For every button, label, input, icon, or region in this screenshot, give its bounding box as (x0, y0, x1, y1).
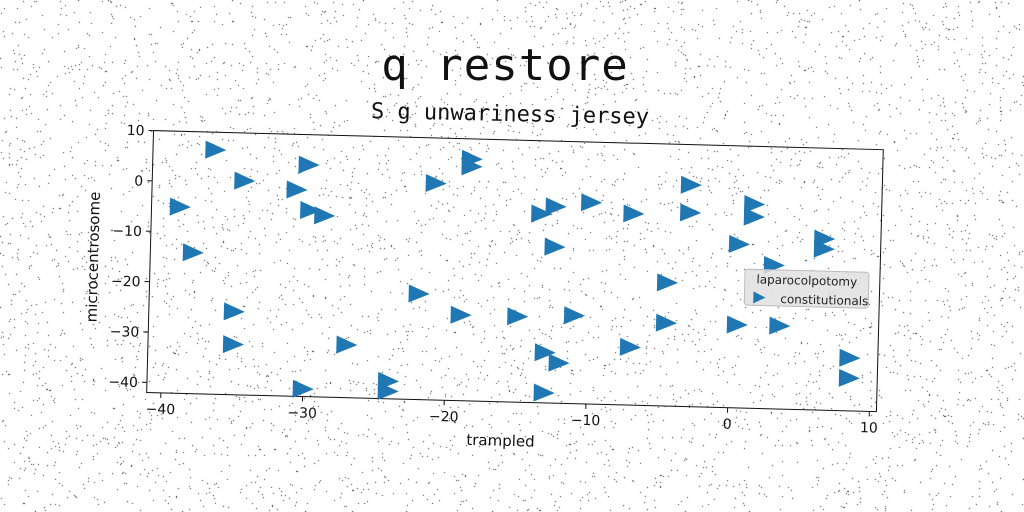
data-point-marker (292, 379, 314, 398)
y-tick-label: −40 (108, 374, 138, 391)
data-point-marker (314, 206, 336, 225)
data-point-marker (286, 180, 308, 199)
data-point-marker (838, 368, 860, 387)
data-point-marker (743, 207, 765, 226)
y-axis-label: microcentrosome (82, 191, 103, 322)
x-tick-label: 10 (860, 420, 878, 436)
data-point-marker (743, 195, 766, 213)
x-axis-label: trampled (466, 431, 535, 451)
data-point-marker (619, 337, 641, 356)
x-tick-label: −20 (429, 409, 459, 426)
legend: laparocolpotomy constitutionals (743, 268, 870, 309)
data-point-marker (534, 343, 556, 362)
data-point-marker (533, 383, 555, 402)
legend-entry-constitutionals: constitutionals (780, 292, 868, 308)
data-point-marker (656, 273, 679, 292)
data-point-marker (545, 197, 567, 216)
x-tick-label: 0 (723, 417, 732, 433)
y-tick-label: −30 (109, 324, 139, 341)
data-point-marker (548, 353, 570, 372)
data-point-marker (169, 197, 191, 216)
data-point-marker (679, 203, 702, 222)
data-point-marker (531, 204, 553, 223)
x-tick-label: −30 (287, 405, 317, 422)
data-point-marker (563, 306, 586, 325)
data-point-marker (234, 171, 256, 190)
data-point-marker (655, 313, 678, 332)
data-point-marker (769, 316, 791, 335)
data-point-marker (726, 315, 748, 334)
data-point-marker (377, 381, 399, 400)
data-point-marker (839, 348, 861, 367)
plot-group: −40 −30 −20 −10 0 10 10 0 −10 −20 −30 −40 trampled… (82, 123, 884, 451)
data-point-marker (336, 335, 358, 354)
x-tick-label: −10 (571, 413, 601, 430)
y-axis: 10 0 −10 −20 −30 −40 (108, 123, 154, 391)
plot-frame (146, 130, 884, 413)
data-point-marker (544, 237, 566, 256)
data-point-marker (205, 140, 227, 159)
data-point-marker (222, 335, 245, 354)
legend-title: laparocolpotomy (756, 272, 857, 289)
y-tick-label: −10 (112, 223, 142, 240)
data-point-marker (680, 175, 702, 194)
legend-marker-icon (753, 291, 766, 304)
data-point-marker (408, 284, 430, 303)
legend-box (743, 268, 870, 309)
data-point-marker (461, 157, 483, 176)
data-point-marker (623, 204, 645, 223)
data-point-marker (728, 234, 751, 253)
data-point-marker (298, 155, 320, 174)
data-point-marker (813, 239, 835, 258)
data-point-marker (507, 307, 529, 326)
data-point-marker (300, 201, 322, 220)
x-axis: −40 −30 −20 −10 0 10 (145, 392, 878, 437)
data-point-marker (580, 193, 603, 212)
x-tick-label: −40 (145, 401, 175, 418)
chart-title: q restore (381, 40, 629, 91)
data-point-marker (223, 302, 245, 321)
y-tick-label: 10 (126, 123, 144, 139)
y-tick-label: −20 (111, 274, 141, 291)
data-point-marker (450, 305, 472, 324)
data-markers (169, 140, 861, 402)
y-tick-label: 0 (134, 173, 143, 189)
data-point-marker (182, 243, 204, 262)
data-point-marker (425, 174, 447, 193)
